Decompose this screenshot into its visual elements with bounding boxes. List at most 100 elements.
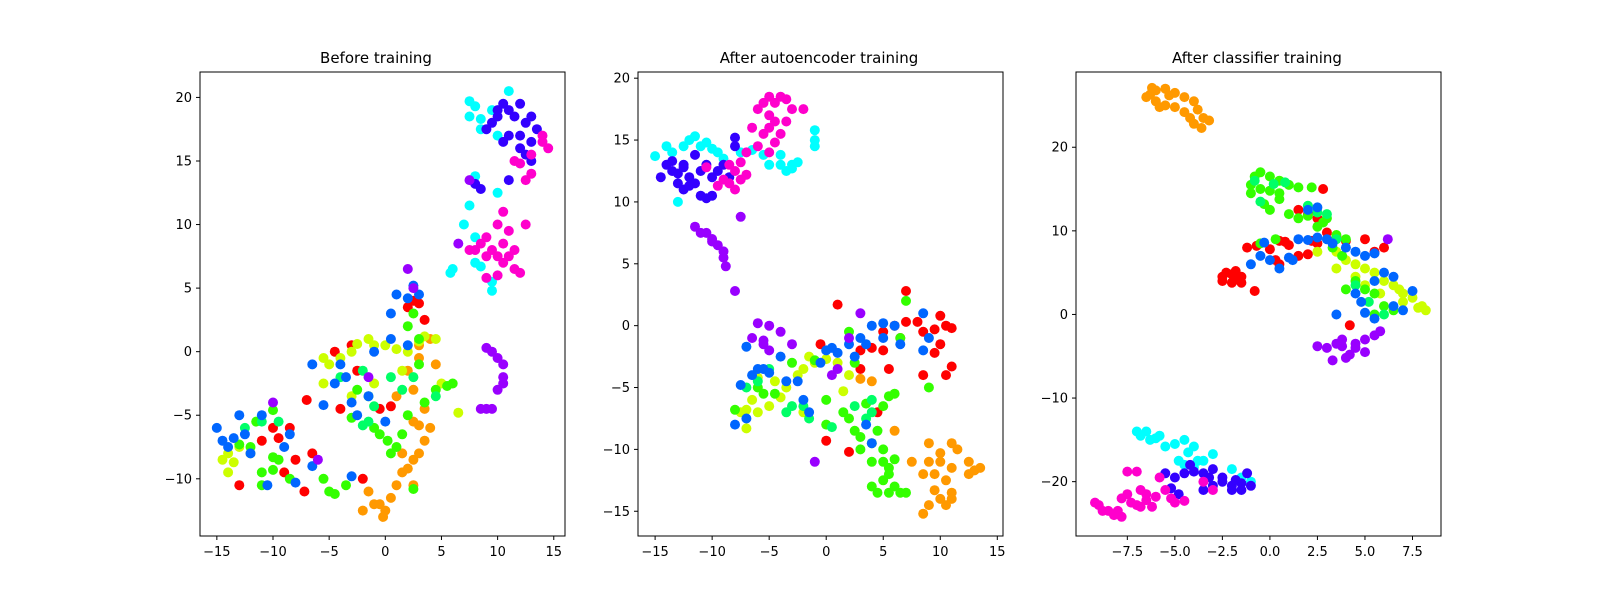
scatter-point	[855, 444, 866, 455]
scatter-point	[1293, 234, 1304, 245]
scatter-point	[1150, 491, 1161, 502]
scatter-point	[378, 511, 389, 522]
scatter-point	[1312, 246, 1323, 257]
x-tick-label: 0	[822, 545, 830, 560]
scatter-point	[391, 442, 402, 452]
scatter-point	[809, 456, 820, 467]
scatter-point	[385, 334, 396, 344]
scatter-point	[503, 105, 514, 116]
scatter-point	[1147, 82, 1157, 93]
scatter-point	[1369, 313, 1380, 324]
scatter-point	[889, 425, 900, 436]
scatter-point	[855, 308, 866, 319]
scatter-point	[861, 339, 872, 350]
x-tick-label: 2.5	[1307, 545, 1328, 560]
x-tick-label: 10	[489, 545, 506, 560]
scatter-point	[1420, 305, 1431, 316]
scatter-point	[369, 401, 380, 412]
scatter-point	[430, 391, 441, 402]
scatter-point	[1255, 184, 1266, 194]
scatter-point	[650, 151, 661, 162]
scatter-point	[1388, 271, 1399, 282]
scatter-point	[701, 162, 712, 173]
scatter-point	[1192, 455, 1203, 466]
scatter-point	[1160, 485, 1171, 495]
scatter-point	[684, 180, 695, 191]
scatter-point	[391, 391, 402, 402]
y-tick-label: 15	[175, 154, 192, 169]
scatter-point	[1122, 466, 1133, 477]
scatter-point	[318, 473, 329, 484]
scatter-point	[1283, 209, 1294, 220]
scatter-point	[1236, 485, 1247, 495]
scatter-point	[503, 175, 514, 186]
scatter-point	[975, 462, 986, 473]
scatter-point	[352, 410, 363, 421]
scatter-point	[809, 125, 820, 136]
scatter-point	[520, 219, 531, 230]
scatter-point	[929, 347, 940, 358]
scatter-point	[492, 219, 503, 230]
scatter-point	[935, 448, 946, 459]
scatter-point	[1217, 276, 1228, 286]
scatter-point	[923, 456, 934, 467]
scatter-point	[730, 286, 740, 296]
scatter-point	[1340, 242, 1351, 253]
scatter-point	[775, 326, 786, 337]
scatter-point	[239, 429, 250, 440]
scatter-point	[655, 172, 666, 183]
scatter-point	[787, 357, 797, 368]
scatter-point	[357, 420, 368, 431]
scatter-point	[1245, 480, 1256, 491]
scatter-point	[798, 364, 809, 374]
scatter-point	[1350, 259, 1361, 270]
scatter-point	[391, 480, 402, 491]
scatter-point	[878, 318, 889, 329]
scatter-point	[849, 401, 860, 412]
scatter-point	[878, 345, 889, 356]
scatter-point	[1173, 489, 1184, 500]
scatter-point	[1379, 242, 1389, 253]
scatter-point	[324, 359, 335, 370]
scatter-point	[901, 316, 911, 327]
x-tick-label: −10	[698, 545, 725, 560]
scatter-point	[690, 131, 700, 142]
scatter-point	[775, 351, 786, 362]
scatter-point	[866, 376, 877, 387]
scatter-point	[735, 380, 746, 390]
scatter-point	[335, 359, 346, 370]
scatter-point	[1312, 341, 1323, 352]
scatter-point	[1255, 250, 1266, 261]
scatter-point	[923, 382, 934, 393]
scatter-point	[1207, 464, 1218, 475]
scatter-point	[844, 333, 854, 343]
scatter-point	[1160, 441, 1171, 452]
scatter-point	[363, 372, 374, 383]
x-tick-label: −2.5	[1207, 545, 1239, 560]
scatter-point	[228, 457, 239, 468]
scatter-point	[1340, 284, 1351, 295]
scatter-point	[262, 480, 273, 491]
scatter-point	[1179, 495, 1190, 506]
scatter-point	[1407, 286, 1418, 296]
scatter-point	[397, 365, 408, 376]
scatter-point	[718, 252, 729, 263]
scatter-point	[1413, 302, 1424, 313]
scatter-point	[1327, 238, 1338, 249]
scatter-point	[1169, 472, 1180, 483]
scatter-point	[1356, 296, 1367, 307]
scatter-point	[1255, 196, 1266, 207]
scatter-point	[1188, 441, 1199, 452]
scatter-point	[1131, 466, 1142, 477]
scatter-point	[515, 130, 526, 141]
scatter-point	[1169, 439, 1180, 449]
scatter-point	[667, 156, 678, 167]
scatter-point	[408, 283, 419, 294]
scatter-point	[408, 384, 419, 395]
x-axis: −15 −10 −5 0 5 10 15	[203, 536, 562, 560]
y-tick-label: −5	[173, 409, 192, 424]
scatter-point	[1369, 288, 1380, 299]
scatter-point	[832, 299, 843, 310]
scatter-point	[781, 376, 792, 387]
